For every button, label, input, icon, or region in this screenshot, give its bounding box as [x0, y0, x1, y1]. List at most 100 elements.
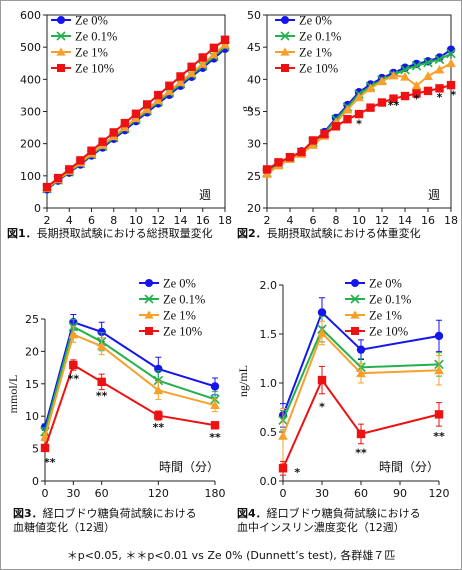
legend-entry: Ze 10%: [275, 62, 338, 76]
data-point: [76, 156, 85, 165]
xtick-label: 0: [280, 487, 287, 500]
y-axis-label: mmol/L: [6, 375, 20, 414]
data-point: [197, 59, 208, 68]
caption-fig1-number: 図1．: [7, 227, 37, 240]
legend-label: Ze 0%: [369, 277, 402, 291]
caption-fig4-line2: 血中インスリン濃度変化（12週）: [237, 521, 405, 534]
ytick-label: 30: [247, 138, 261, 151]
y-axis-label: ng/mL: [236, 365, 250, 397]
xtick-label: 120: [429, 487, 450, 500]
data-point: [446, 58, 456, 68]
data-point: [285, 152, 295, 162]
caption-fig2-number: 図2．: [237, 227, 267, 240]
legend-label: Ze 10%: [369, 325, 408, 339]
xtick-label: 60: [95, 487, 109, 500]
caption-fig4: 図4．経口ブドウ糖負荷試験における 血中インスリン濃度変化（12週）: [237, 507, 421, 535]
caption-fig2-text: 長期摂取試験における体重変化: [266, 227, 421, 240]
xtick-label: 30: [315, 487, 329, 500]
chart-fig4: 0.0 0.5 1.0 1.5 2.0 0 30 60 90 120 ng/mL 時間（分） Ze 0%…: [236, 277, 450, 501]
ytick-label: 0: [34, 202, 41, 215]
xtick-label: 10: [129, 214, 143, 227]
data-point: [342, 104, 353, 114]
xtick-label: 60: [354, 487, 368, 500]
x-axis-label: 週: [428, 188, 440, 202]
legend-entry: Ze 10%: [345, 325, 408, 339]
data-point: [153, 95, 164, 105]
data-point: [165, 81, 174, 90]
ytick-label: 15: [25, 378, 39, 391]
legend-label: Ze 1%: [75, 46, 108, 60]
data-point: [356, 345, 366, 354]
series-ze1: [40, 326, 220, 442]
xtick-label: 2: [44, 214, 51, 227]
ytick-label: 0.5: [260, 426, 278, 439]
xtick-label: 12: [375, 214, 389, 227]
significance-marker: *: [437, 91, 443, 104]
caption-fig3-number: 図3．: [13, 507, 43, 520]
data-point: [69, 360, 78, 370]
chart-panel-3: 0 5 10 15 20 25 0 30 60 120 180 mmol/L 時間（分） Ze 0% Ze …: [1, 269, 231, 505]
caption-fig3-line2: 血糖値変化（12週）: [13, 521, 115, 534]
data-point: [120, 118, 130, 128]
data-point: [96, 341, 107, 351]
data-point: [356, 429, 366, 439]
data-point: [366, 103, 375, 112]
ytick-label: 20: [247, 202, 261, 215]
significance-marker: **: [153, 421, 165, 434]
series-line: [282, 332, 440, 437]
xtick-label: 4: [287, 214, 294, 227]
ytick-label: 500: [20, 41, 41, 54]
xtick-label: 18: [218, 214, 232, 227]
data-point: [434, 64, 445, 74]
data-point: [400, 64, 410, 75]
data-point: [154, 90, 163, 100]
ytick-label: 10: [25, 410, 39, 423]
ytick-label: 5: [32, 443, 39, 456]
data-point: [446, 80, 456, 90]
x-axis-label: 週: [199, 188, 211, 202]
legend-entry: Ze 0.1%: [345, 293, 411, 307]
legend-entry: Ze 0%: [51, 14, 108, 28]
data-point: [153, 375, 164, 386]
series-ze10: [262, 80, 456, 174]
data-point: [154, 411, 163, 420]
significance-marker: **: [44, 456, 56, 469]
caption-fig3: 図3．経口ブドウ糖負荷試験における 血糖値変化（12週）: [13, 507, 197, 535]
data-point: [98, 137, 107, 146]
legend-label: Ze 0.1%: [75, 30, 117, 44]
significance-marker: **: [209, 431, 221, 444]
legend-entry: Ze 0.1%: [51, 30, 117, 44]
data-point: [278, 464, 288, 473]
xtick-label: 90: [393, 487, 407, 500]
data-point: [68, 329, 79, 339]
data-point: [210, 400, 220, 410]
data-point: [343, 115, 352, 124]
data-point: [210, 421, 220, 430]
caption-fig1-text: 長期摂取試験における総摂取量変化: [36, 227, 213, 240]
data-point: [153, 385, 164, 395]
chart-fig2: 20 25 30 35 40 45 50 2 4 6 8 10 12 14 16 18 g 週 Ze 0% Ze 0.…: [238, 9, 458, 227]
legend-label: Ze 1%: [163, 309, 196, 323]
significance-marker: **: [68, 373, 80, 386]
data-point: [176, 72, 185, 81]
xtick-label: 30: [66, 487, 80, 500]
data-point: [331, 122, 341, 131]
x-axis-label: 時間（分）: [379, 460, 439, 474]
data-point: [40, 443, 50, 453]
data-point: [42, 182, 52, 192]
ytick-label: 50: [247, 9, 261, 22]
xtick-label: 8: [110, 214, 117, 227]
data-point: [297, 147, 306, 157]
axes-frame-fig1: [47, 14, 226, 208]
series-ze10: [42, 35, 230, 192]
data-point: [320, 129, 329, 139]
ytick-label: 1.0: [260, 377, 278, 390]
data-point: [446, 48, 456, 59]
caption-fig4-line1: 経口ブドウ糖負荷試験における: [266, 507, 421, 520]
xtick-label: 8: [333, 214, 340, 227]
y-axis-label: g: [238, 106, 252, 112]
data-point: [209, 43, 219, 53]
significance-marker: **: [388, 99, 400, 112]
ytick-label: 400: [20, 73, 41, 86]
